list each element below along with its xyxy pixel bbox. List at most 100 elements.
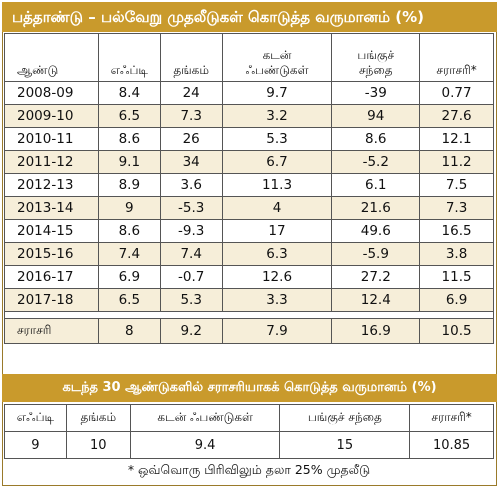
- cell-debt: 11.3: [221, 173, 333, 197]
- cell-year: 2010-11: [4, 127, 99, 151]
- cell-average: 7.5: [419, 173, 494, 197]
- cell-fd: 6.5: [97, 104, 161, 128]
- cell-fd: 9.1: [97, 150, 161, 174]
- table-row: 2013-14 9 -5.3 4 21.6 7.3: [4, 196, 494, 220]
- cell-debt: 6.3: [221, 242, 333, 266]
- header-gold: தங்கம்: [159, 33, 223, 82]
- cell-average: 27.6: [419, 104, 494, 128]
- cell-gold: -0.7: [159, 265, 223, 289]
- cell-average: 3.8: [419, 242, 494, 266]
- cell-year: 2015-16: [4, 242, 99, 266]
- cell-debt: 17: [221, 219, 333, 243]
- cell-gold: 3.6: [159, 173, 223, 197]
- cell-debt: 5.3: [221, 127, 333, 151]
- cell-fd: 6.5: [97, 288, 161, 312]
- cell-debt: 3.3: [221, 288, 333, 312]
- lt-value-gold: 10: [65, 431, 131, 459]
- cell-year: 2013-14: [4, 196, 99, 220]
- header-equity: பங்குச் சந்தை: [331, 33, 421, 82]
- cell-year: 2008-09: [4, 81, 99, 105]
- cell-equity: 21.6: [331, 196, 421, 220]
- lt-value-debt: 9.4: [129, 431, 281, 459]
- cell-fd: 8.4: [97, 81, 161, 105]
- cell-equity: -39: [331, 81, 421, 105]
- cell-debt: 3.2: [221, 104, 333, 128]
- cell-year: 2014-15: [4, 219, 99, 243]
- table-row: 2017-18 6.5 5.3 3.3 12.4 6.9: [4, 288, 494, 312]
- cell-average: 11.2: [419, 150, 494, 174]
- cell-year: 2009-10: [4, 104, 99, 128]
- cell-fd: 6.9: [97, 265, 161, 289]
- lt-header-average: சராசரி*: [409, 404, 494, 432]
- long-term-title: கடந்த 30 ஆண்டுகளில் சராசரியாகக் கொடுத்த …: [2, 374, 497, 402]
- average-fd: 8: [97, 318, 161, 344]
- cell-equity: -5.9: [331, 242, 421, 266]
- cell-average: 12.1: [419, 127, 494, 151]
- cell-gold: 5.3: [159, 288, 223, 312]
- long-term-table: எஃப்டி தங்கம் கடன் ஃபண்டுகள் பங்குச் சந்…: [4, 404, 494, 459]
- table-row: 2014-15 8.6 -9.3 17 49.6 16.5: [4, 219, 494, 243]
- cell-debt: 12.6: [221, 265, 333, 289]
- header-average: சராசரி*: [419, 33, 494, 82]
- cell-equity: 6.1: [331, 173, 421, 197]
- lt-value-equity: 15: [279, 431, 411, 459]
- table-header-row: ஆண்டு எஃப்டி தங்கம் கடன் ஃபண்டுகள் பங்கு…: [4, 33, 494, 82]
- cell-equity: 12.4: [331, 288, 421, 312]
- cell-gold: 34: [159, 150, 223, 174]
- lt-header-fd: எஃப்டி: [4, 404, 67, 432]
- cell-average: 6.9: [419, 288, 494, 312]
- cell-gold: -5.3: [159, 196, 223, 220]
- cell-debt: 6.7: [221, 150, 333, 174]
- cell-average: 16.5: [419, 219, 494, 243]
- cell-fd: 7.4: [97, 242, 161, 266]
- cell-gold: -9.3: [159, 219, 223, 243]
- cell-year: 2011-12: [4, 150, 99, 174]
- table-row: 2008-09 8.4 24 9.7 -39 0.77: [4, 81, 494, 105]
- average-equity: 16.9: [331, 318, 421, 344]
- cell-equity: -5.2: [331, 150, 421, 174]
- spacer-row: [4, 311, 494, 319]
- cell-fd: 9: [97, 196, 161, 220]
- page-title: பத்தாண்டு – பல்வேறு முதலீடுகள் கொடுத்த வ…: [2, 2, 497, 32]
- table-row: 2015-16 7.4 7.4 6.3 -5.9 3.8: [4, 242, 494, 266]
- cell-gold: 7.3: [159, 104, 223, 128]
- lt-header-debt: கடன் ஃபண்டுகள்: [129, 404, 281, 432]
- cell-year: 2012-13: [4, 173, 99, 197]
- footnote: * ஒவ்வொரு பிரிவிலும் தலா 25% முதலீடு: [127, 462, 371, 477]
- average-debt: 7.9: [221, 318, 333, 344]
- average-average: 10.5: [419, 318, 494, 344]
- cell-fd: 8.6: [97, 219, 161, 243]
- lt-value-average: 10.85: [409, 431, 494, 459]
- header-debt-funds: கடன் ஃபண்டுகள்: [221, 33, 333, 82]
- table-row: 2012-13 8.9 3.6 11.3 6.1 7.5: [4, 173, 494, 197]
- cell-fd: 8.9: [97, 173, 161, 197]
- cell-fd: 8.6: [97, 127, 161, 151]
- table-row: 2009-10 6.5 7.3 3.2 94 27.6: [4, 104, 494, 128]
- cell-debt: 9.7: [221, 81, 333, 105]
- long-term-header-row: எஃப்டி தங்கம் கடன் ஃபண்டுகள் பங்குச் சந்…: [4, 404, 494, 432]
- cell-equity: 49.6: [331, 219, 421, 243]
- lt-value-fd: 9: [4, 431, 67, 459]
- cell-average: 7.3: [419, 196, 494, 220]
- header-year: ஆண்டு: [4, 33, 99, 82]
- returns-table: ஆண்டு எஃப்டி தங்கம் கடன் ஃபண்டுகள் பங்கு…: [4, 33, 494, 344]
- lt-header-equity: பங்குச் சந்தை: [279, 404, 411, 432]
- cell-equity: 94: [331, 104, 421, 128]
- cell-equity: 8.6: [331, 127, 421, 151]
- header-fd: எஃப்டி: [97, 33, 161, 82]
- cell-equity: 27.2: [331, 265, 421, 289]
- cell-debt: 4: [221, 196, 333, 220]
- cell-gold: 7.4: [159, 242, 223, 266]
- average-gold: 9.2: [159, 318, 223, 344]
- long-term-value-row: 9 10 9.4 15 10.85: [4, 431, 494, 459]
- average-row-label: சராசரி: [4, 318, 99, 344]
- cell-gold: 24: [159, 81, 223, 105]
- lt-header-gold: தங்கம்: [65, 404, 131, 432]
- cell-gold: 26: [159, 127, 223, 151]
- table-row: 2016-17 6.9 -0.7 12.6 27.2 11.5: [4, 265, 494, 289]
- cell-average: 11.5: [419, 265, 494, 289]
- table-row: 2011-12 9.1 34 6.7 -5.2 11.2: [4, 150, 494, 174]
- cell-year: 2016-17: [4, 265, 99, 289]
- average-row: சராசரி 8 9.2 7.9 16.9 10.5: [4, 318, 494, 344]
- table-row: 2010-11 8.6 26 5.3 8.6 12.1: [4, 127, 494, 151]
